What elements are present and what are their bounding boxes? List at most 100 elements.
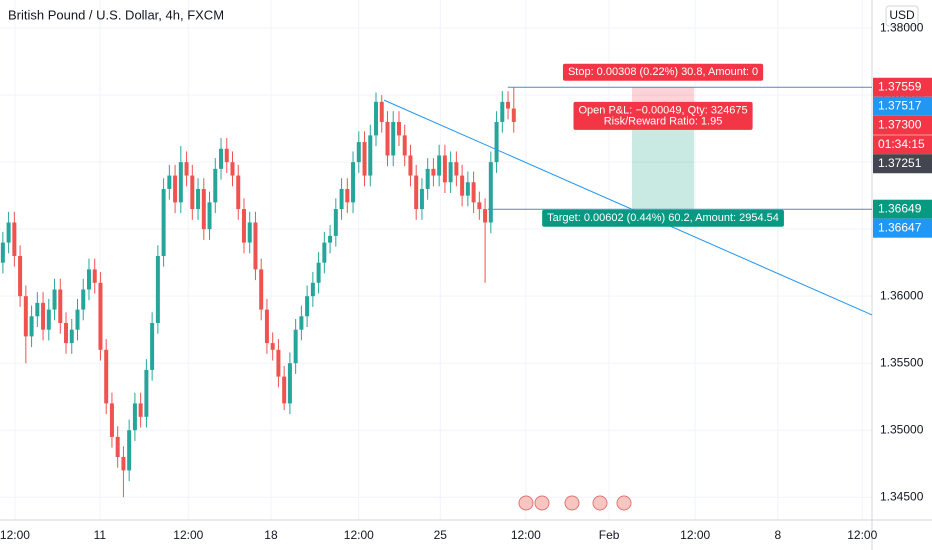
candle-body	[368, 135, 373, 176]
event-icon	[534, 495, 550, 511]
candle-body	[109, 403, 114, 437]
candle-body	[121, 457, 126, 471]
y-tick-label: 1.35000	[880, 422, 924, 436]
candle-body	[167, 175, 172, 189]
candle-body	[448, 162, 453, 183]
x-tick-label: 12:00	[847, 528, 877, 542]
target-label-box	[542, 209, 784, 227]
y-tick-label: 1.36000	[880, 288, 924, 302]
x-tick-label: 12:00	[680, 528, 710, 542]
price-marker: 1.37300	[878, 117, 922, 131]
event-icon	[518, 495, 534, 511]
price-marker: 1.36647	[878, 220, 922, 234]
candle-body	[224, 148, 229, 163]
currency-badge[interactable]	[885, 5, 919, 27]
candle-body	[23, 296, 28, 337]
candle-body	[190, 175, 195, 210]
candle-body	[414, 175, 419, 210]
candle-body	[305, 296, 310, 317]
candle-body	[173, 175, 178, 203]
candle-body	[86, 269, 91, 290]
candle-body	[282, 376, 287, 404]
candle-body	[213, 168, 218, 203]
candle-body	[259, 269, 264, 310]
candle-body	[351, 162, 356, 203]
x-tick-label: 8	[775, 528, 782, 542]
candle-body	[178, 162, 183, 203]
candle-body	[419, 188, 424, 210]
x-tick-label: 18	[264, 528, 278, 542]
candle-body	[81, 289, 86, 310]
candle-body	[12, 222, 17, 256]
x-tick-label: 11	[94, 528, 107, 542]
countdown: 01:34:15	[878, 137, 925, 151]
candle-body	[385, 121, 390, 156]
candle-body	[6, 222, 11, 243]
candle-body	[483, 209, 488, 223]
price-marker: 1.37251	[878, 156, 922, 170]
stop-label: Stop: 0.00308 (0.22%) 30.8, Amount: 0	[568, 66, 758, 78]
candle-body	[41, 302, 46, 330]
candle-body	[46, 309, 51, 330]
x-tick-label: 12:00	[173, 528, 203, 542]
candle-body	[299, 316, 304, 330]
candle-body	[18, 255, 23, 297]
candle-body	[293, 329, 298, 364]
candle-body	[184, 162, 189, 176]
candle-body	[144, 369, 149, 417]
candle-body	[98, 282, 103, 350]
pl-label: Open P&L: −0.00049, Qty: 324675	[578, 104, 747, 116]
price-marker: 1.36649	[878, 201, 922, 215]
pl-label: Risk/Reward Ratio: 1.95	[604, 115, 723, 127]
candle-body	[506, 101, 511, 109]
candle-body	[104, 349, 109, 404]
price-marker-box	[873, 199, 932, 219]
y-tick-label: 1.34500	[880, 489, 924, 503]
price-marker-box	[873, 115, 932, 135]
candle-body	[374, 101, 379, 136]
chart-title: British Pound / U.S. Dollar, 4h, FXCM	[8, 7, 224, 22]
grid	[0, 0, 872, 520]
candle-body	[207, 202, 212, 230]
candle-body	[437, 155, 442, 176]
candle-body	[316, 262, 321, 283]
candle-body	[92, 269, 97, 283]
candle-body	[488, 162, 493, 223]
candle-body	[442, 155, 447, 183]
candle-body	[0, 242, 5, 263]
candle-body	[115, 436, 120, 458]
candle-body	[431, 168, 436, 176]
candle-body	[276, 349, 281, 377]
stop-label-box	[562, 63, 764, 81]
candle-body	[52, 289, 57, 310]
price-marker-box	[873, 218, 932, 238]
candle-body	[500, 101, 505, 122]
candle-body	[35, 302, 40, 317]
events	[518, 495, 632, 511]
y-tick-label: 1.38000	[880, 20, 924, 34]
candle-body	[425, 168, 430, 189]
candle-body	[132, 403, 137, 431]
candle-body	[247, 222, 252, 243]
candle-body	[196, 188, 201, 210]
candle-body	[477, 202, 482, 210]
price-marker: 1.37559	[878, 79, 922, 93]
target-label: Target: 0.00602 (0.44%) 60.2, Amount: 29…	[547, 212, 779, 224]
candle-body	[322, 242, 327, 263]
candle-body	[150, 322, 155, 370]
event-icon	[592, 495, 608, 511]
price-marker-box	[873, 96, 932, 116]
event-icon	[616, 495, 632, 511]
candle-body	[161, 188, 166, 256]
price-marker-box	[873, 77, 932, 97]
x-tick-label: 25	[434, 528, 448, 542]
target-zone	[632, 128, 695, 210]
candle-body	[396, 121, 401, 136]
candle-body	[253, 222, 258, 270]
candle-body	[270, 343, 275, 350]
candle-body	[345, 188, 350, 203]
x-tick-label: 12:00	[344, 528, 374, 542]
candle-body	[138, 403, 143, 417]
candle-body	[362, 142, 367, 176]
